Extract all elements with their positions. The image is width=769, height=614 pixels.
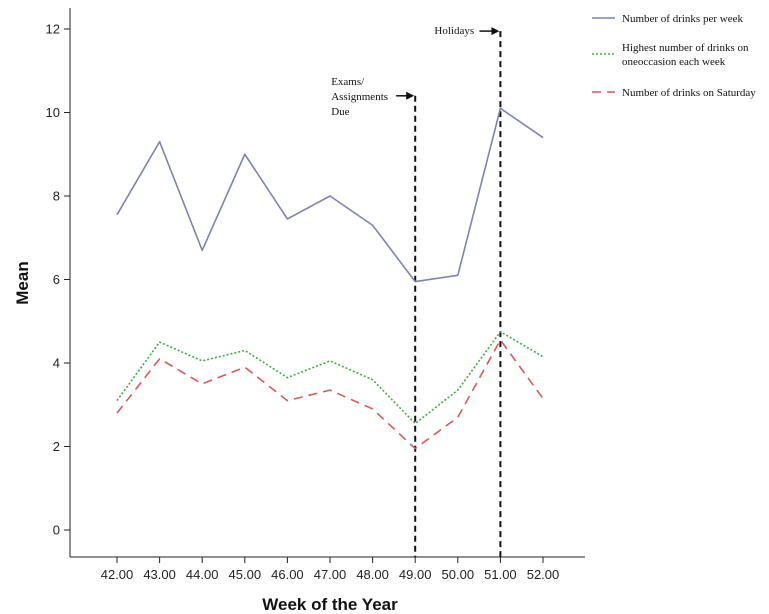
x-tick-label: 49.00 <box>399 567 432 582</box>
legend-label-2: oneoccasion each week <box>622 56 726 68</box>
y-tick-label: 2 <box>53 439 60 454</box>
x-tick-label: 48.00 <box>356 567 389 582</box>
legend-label-1: Number of drinks per week <box>622 13 743 25</box>
x-tick-label: 52.00 <box>527 567 560 582</box>
x-tick-label: 47.00 <box>314 567 347 582</box>
x-tick-label: 50.00 <box>442 567 475 582</box>
y-tick-label: 4 <box>53 356 60 371</box>
series-lines <box>116 107 544 450</box>
y-axis-title: Mean <box>13 261 32 304</box>
x-tick-label: 46.00 <box>271 567 304 582</box>
series-line-3 <box>116 339 544 450</box>
annotation-label: Assignments <box>331 91 388 103</box>
x-tick-label: 43.00 <box>143 567 176 582</box>
legend-label-2: Highest number of drinks on <box>622 42 749 54</box>
annotation-label: Exams/ <box>331 76 365 88</box>
annotations: Exams/Assignments Due Holidays <box>331 25 502 557</box>
y-tick-label: 10 <box>46 105 60 120</box>
x-tick-label: 42.00 <box>101 567 134 582</box>
y-tick-label: 8 <box>53 189 60 204</box>
annotation-arrowhead <box>406 91 415 100</box>
axes: 0 2 4 6 8 10 12 42.00 43.00 44.00 45.00 46.00 47.00 4… <box>46 8 585 582</box>
x-axis-title: Week of the Year <box>262 595 398 614</box>
y-tick-label: 0 <box>53 523 60 538</box>
annotation-arrowhead <box>491 27 500 36</box>
legend-label-3: Number of drinks on Saturday <box>622 87 756 99</box>
series-line-2 <box>116 330 544 425</box>
legend: Number of drinks per week Highest number … <box>592 13 756 99</box>
x-tick-label: 44.00 <box>186 567 219 582</box>
series-line-1 <box>116 107 544 283</box>
annotation-label: Holidays <box>434 25 474 37</box>
x-tick-label: 45.00 <box>229 567 262 582</box>
y-tick-label: 6 <box>53 272 60 287</box>
y-tick-label: 12 <box>46 22 60 37</box>
x-tick-label: 51.00 <box>484 567 517 582</box>
annotation-label: Due <box>331 106 349 118</box>
